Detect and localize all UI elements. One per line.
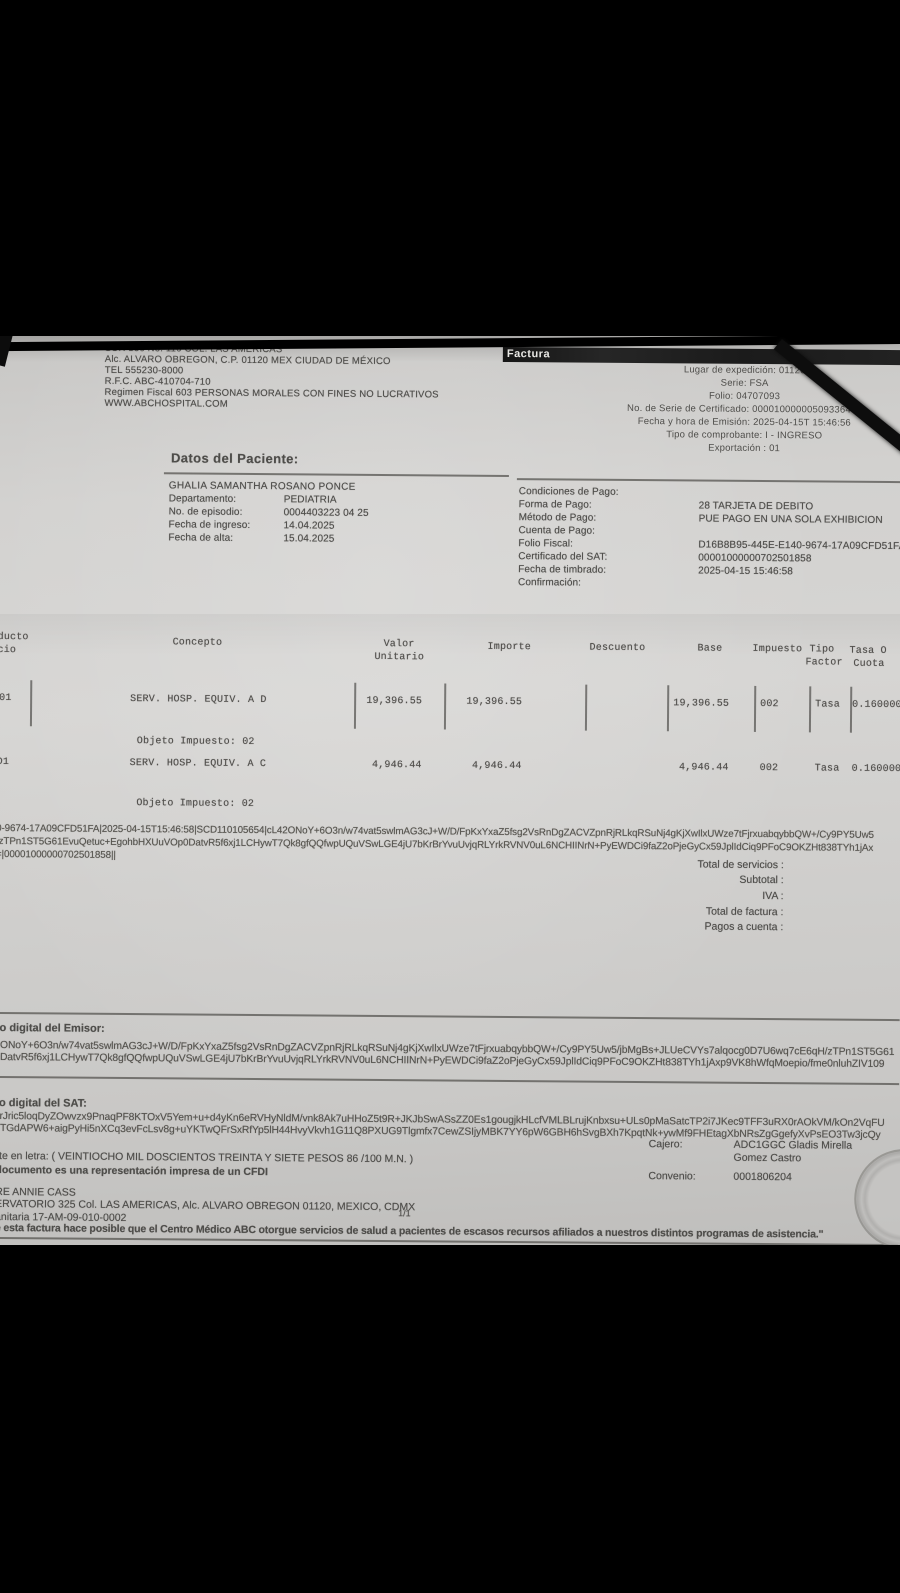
patient-row-value: 15.04.2025 — [283, 533, 335, 545]
factura-label: Factura — [506, 347, 551, 361]
payment-row-label: Certificado del SAT: — [518, 551, 608, 563]
section-divider — [0, 1075, 900, 1085]
meta-exportacion: Exportación : 01 — [708, 442, 781, 455]
issuer-website: WWW.ABCHOSPITAL.COM — [104, 397, 228, 410]
table-column-divider — [584, 684, 587, 731]
patient-row-label: Fecha de alta: — [168, 532, 234, 544]
payment-row-label: Método de Pago: — [518, 512, 597, 524]
agreement-value: 0001806204 — [733, 1170, 792, 1184]
item-tipo-factor: Tasa — [815, 699, 840, 711]
col-header-producto: ducto — [0, 631, 29, 644]
payment-row-label: Cuenta de Pago: — [518, 525, 596, 537]
patient-row-value: 14.04.2025 — [283, 520, 335, 532]
patient-row-label: Fecha de ingreso: — [168, 519, 251, 531]
item-impuesto: 002 — [760, 698, 779, 711]
agreement-label: Convenio: — [648, 1170, 696, 1183]
col-header-tipo-factor: Tipo — [809, 644, 835, 656]
table-column-divider — [753, 685, 756, 732]
letterbox-top — [0, 0, 900, 336]
invoice-photo: Factura SUR 136 No. 116 COL. LAS AMERICA… — [0, 336, 900, 1245]
paper-crease-shading — [0, 614, 900, 656]
patient-section-title: Datos del Paciente: — [170, 450, 299, 467]
patient-name: GHALIA SAMANTHA ROSANO PONCE — [168, 480, 356, 493]
item-objeto-impuesto: Objeto Impuesto: 02 — [136, 736, 255, 749]
payment-row-label: Fecha de timbrado: — [518, 564, 607, 576]
seal-emisor-title: o digital del Emisor: — [0, 1022, 105, 1035]
payment-row-label: Confirmación: — [518, 577, 582, 589]
item-valor-unitario: 4,946.44 — [371, 759, 422, 772]
subtotal-label: Subtotal : — [739, 873, 784, 887]
col-header-tipo-factor: Factor — [805, 657, 843, 669]
item-code: D1 — [0, 756, 10, 769]
col-header-base: Base — [697, 643, 723, 655]
payment-row-label: Folio Fiscal: — [518, 538, 574, 550]
payment-row-value: PUE PAGO EN UNA SOLA EXHIBICION — [698, 513, 883, 526]
table-column-divider — [29, 680, 32, 727]
item-base: 19,396.55 — [673, 698, 730, 710]
footer-contact: RE ANNIE CASS — [0, 1185, 76, 1199]
col-header-descuento: Descuento — [589, 642, 646, 655]
payment-row-label: Forma de Pago: — [518, 499, 592, 511]
payment-section-title: Condiciones de Pago: — [518, 486, 619, 498]
page-number: 1/1 — [398, 1208, 411, 1219]
item-tasa-cuota: 0.160000 — [851, 763, 900, 776]
patient-row-label: No. de episodio: — [168, 506, 243, 518]
item-valor-unitario: 19,396.55 — [366, 695, 423, 708]
stamp-chain-line: =|00001000000702501858|| — [0, 848, 116, 861]
item-concepto: SERV. HOSP. EQUIV. A C — [129, 758, 267, 771]
cashier-name: ADC1GGC Gladis Mirella — [733, 1138, 853, 1152]
cfdi-note: documento es una representación impresa … — [0, 1163, 268, 1179]
col-header-importe: Importe — [487, 641, 532, 654]
patient-section-divider — [163, 472, 509, 477]
cashier-label: Cajero: — [648, 1138, 683, 1151]
item-code: 01 — [0, 693, 12, 705]
col-header-impuesto: Impuesto — [752, 643, 803, 656]
item-importe: 19,396.55 — [466, 696, 523, 709]
patient-row-label: Departamento: — [168, 493, 237, 505]
payment-row-value: 2025-04-15 15:46:58 — [698, 565, 793, 578]
patient-row-value: 0004403223 04 25 — [283, 507, 369, 519]
iva-label: IVA : — [762, 890, 784, 903]
payment-row-value: 00001000000702501858 — [698, 552, 812, 565]
col-header-concepto: Concepto — [172, 637, 223, 649]
item-impuesto: 002 — [759, 762, 779, 775]
col-header-valor-unitario: Unitario — [374, 651, 425, 664]
pagos-cuenta-label: Pagos a cuenta : — [704, 920, 784, 934]
item-importe: 4,946.44 — [471, 760, 522, 773]
cashier-name: Gomez Castro — [733, 1151, 802, 1165]
col-header-tasa-cuota: Tasa O — [849, 645, 887, 657]
section-divider — [0, 1011, 900, 1021]
item-tipo-factor: Tasa — [814, 763, 840, 775]
table-column-divider — [808, 686, 811, 733]
letterbox-bottom — [0, 1245, 900, 1593]
col-header-tasa-cuota: Cuota — [853, 658, 885, 670]
amount-in-words: rte en letra: ( VEINTIOCHO MIL DOSCIENTO… — [0, 1149, 414, 1166]
total-factura-label: Total de factura : — [705, 905, 784, 919]
payment-row-value: D16B8B95-445E-E140-9674-17A09CFD51FA — [698, 539, 900, 553]
col-header-producto: cio — [0, 644, 17, 657]
item-base: 4,946.44 — [678, 762, 729, 774]
seal-sat-title: o digital del SAT: — [0, 1097, 87, 1110]
round-stamp-seal — [853, 1148, 900, 1245]
patient-row-value: PEDIATRIA — [283, 494, 337, 506]
invoice-content: Factura SUR 136 No. 116 COL. LAS AMERICA… — [0, 336, 900, 1245]
item-concepto: SERV. HOSP. EQUIV. A D — [130, 694, 267, 707]
col-header-valor-unitario: Valor — [383, 639, 415, 651]
item-objeto-impuesto: Objeto Impuesto: 02 — [136, 798, 255, 811]
total-servicios-label: Total de servicios : — [697, 858, 784, 872]
payment-row-value: 28 TARJETA DE DEBITO — [698, 500, 814, 513]
payment-section-divider — [516, 478, 900, 483]
item-tasa-cuota: 0.160000 — [852, 699, 900, 712]
